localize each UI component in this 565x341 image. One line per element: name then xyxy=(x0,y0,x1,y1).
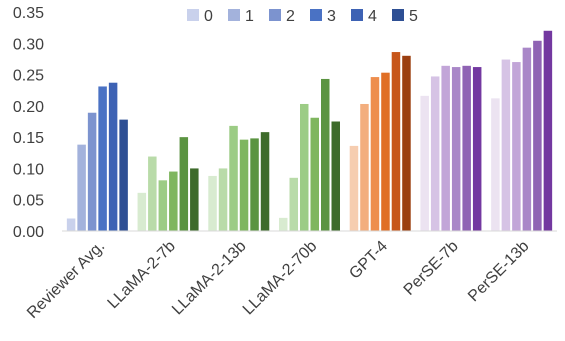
bar-6-series-1 xyxy=(430,76,440,231)
x-category-label: LLaMA-2-7b xyxy=(105,238,179,312)
legend-label: 1 xyxy=(245,8,254,25)
legend-swatch xyxy=(187,9,199,21)
bar-4-series-4 xyxy=(321,78,330,231)
bar-7-series-3 xyxy=(522,47,532,231)
bar-7-series-4 xyxy=(533,40,542,231)
y-tick-label: 0.15 xyxy=(13,130,44,147)
y-tick-label: 0.30 xyxy=(13,36,44,53)
bar-1-series-1 xyxy=(77,144,86,231)
bar-7-series-2 xyxy=(512,62,521,232)
y-tick-label: 0.00 xyxy=(13,224,44,241)
legend-label: 0 xyxy=(204,8,213,25)
bar-6-series-2 xyxy=(441,65,450,231)
bar-5-series-2 xyxy=(370,77,380,231)
bar-2-series-0 xyxy=(137,192,147,231)
y-tick-label: 0.20 xyxy=(13,99,44,116)
bar-5-series-4 xyxy=(391,52,401,231)
bar-2-series-3 xyxy=(169,171,178,231)
x-category-label: LLaMA-2-13b xyxy=(169,238,250,319)
legend-swatch xyxy=(269,9,281,21)
bar-1-series-5 xyxy=(119,119,128,231)
bar-3-series-1 xyxy=(218,168,228,231)
y-tick-label: 0.10 xyxy=(13,161,44,178)
x-category-label: PerSE-7b xyxy=(401,238,462,299)
x-axis: Reviewer Avg.LLaMA-2-7bLLaMA-2-13bLLaMA-… xyxy=(24,238,532,322)
bar-2-series-4 xyxy=(179,137,189,231)
bar-7-series-1 xyxy=(501,59,511,231)
bar-4-series-3 xyxy=(310,117,319,231)
bar-6-series-4 xyxy=(462,65,471,231)
legend-swatch xyxy=(392,9,404,21)
bar-3-series-3 xyxy=(239,139,249,231)
bar-1-series-4 xyxy=(108,82,118,232)
bar-5-series-0 xyxy=(349,145,359,231)
bar-6-series-3 xyxy=(451,67,461,231)
y-axis: 0.00 0.05 0.10 0.15 0.20 0.25 0.30 0.35 xyxy=(13,5,44,241)
x-category-label: PerSE-13b xyxy=(465,238,532,305)
bar-5-series-1 xyxy=(360,103,369,231)
bars xyxy=(66,30,553,232)
legend: 0 1 2 3 4 5 xyxy=(187,8,418,25)
x-category-label: GPT-4 xyxy=(346,238,391,283)
bar-3-series-0 xyxy=(208,175,217,231)
bar-3-series-4 xyxy=(250,138,259,231)
bar-4-series-0 xyxy=(279,217,288,231)
bar-2-series-5 xyxy=(190,168,199,231)
legend-swatch xyxy=(351,9,363,21)
bar-1-series-2 xyxy=(87,112,97,231)
bar-6-series-0 xyxy=(420,95,429,231)
bar-2-series-1 xyxy=(148,156,157,231)
bar-6-series-5 xyxy=(472,67,482,231)
bar-4-series-2 xyxy=(300,103,309,231)
y-tick-label: 0.05 xyxy=(13,193,44,210)
legend-label: 2 xyxy=(286,8,295,25)
legend-swatch xyxy=(228,9,240,21)
y-tick-label: 0.35 xyxy=(13,5,44,22)
legend-label: 5 xyxy=(409,8,418,25)
legend-label: 3 xyxy=(327,8,336,25)
legend-swatch xyxy=(310,9,322,21)
bar-3-series-5 xyxy=(260,132,270,231)
bar-4-series-1 xyxy=(289,177,298,231)
bar-7-series-0 xyxy=(491,98,500,231)
x-category-label: LLaMA-2-70b xyxy=(240,238,321,319)
x-category-label: Reviewer Avg. xyxy=(24,238,108,322)
y-tick-label: 0.25 xyxy=(13,68,44,85)
bar-1-series-0 xyxy=(66,218,76,231)
bar-2-series-2 xyxy=(158,180,168,231)
bar-4-series-5 xyxy=(331,121,340,231)
bar-7-series-5 xyxy=(543,30,553,231)
bar-5-series-3 xyxy=(381,72,390,231)
legend-label: 4 xyxy=(368,8,377,25)
bar-5-series-5 xyxy=(402,55,411,231)
bar-3-series-2 xyxy=(229,125,238,231)
bar-1-series-3 xyxy=(98,86,107,232)
